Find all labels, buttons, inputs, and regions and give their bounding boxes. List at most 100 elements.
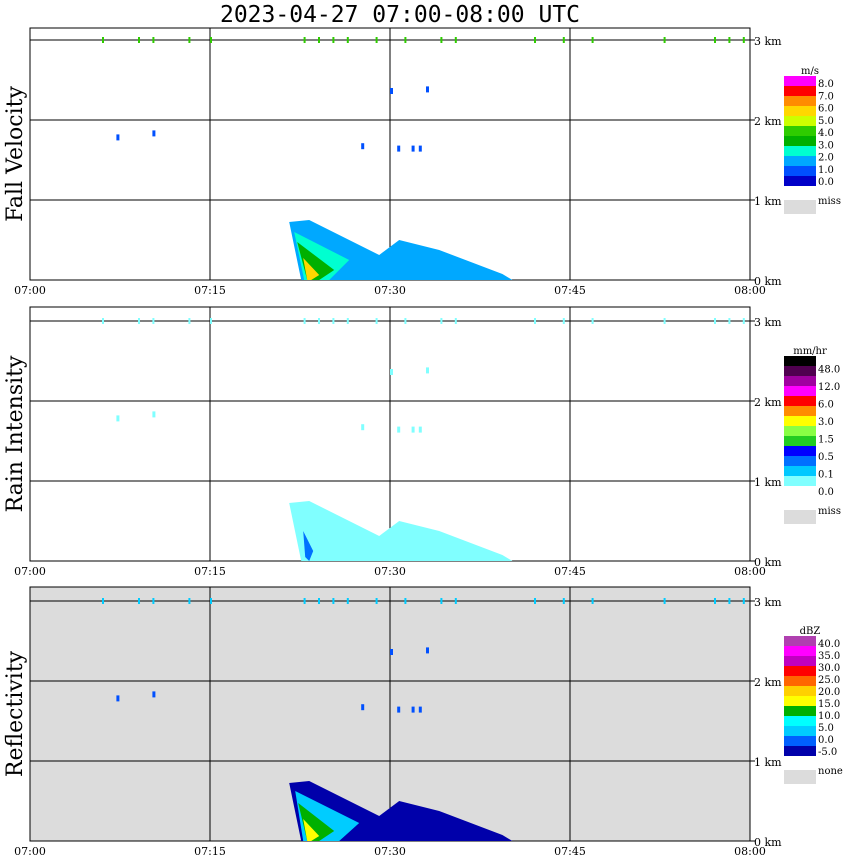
- echo-speck: [411, 706, 415, 713]
- legend-missing-swatch: [784, 770, 816, 784]
- legend-swatch: [784, 126, 816, 136]
- echo-speck: [562, 598, 565, 604]
- echo-speck: [426, 367, 429, 374]
- legend-swatch: [784, 746, 816, 756]
- echo-speck: [138, 37, 140, 43]
- echo-speck: [152, 598, 155, 604]
- y-axis-title: Fall Velocity: [3, 86, 28, 222]
- legend-label: 7.0: [818, 91, 834, 102]
- echo-region: [289, 220, 513, 280]
- legend-swatch: [784, 96, 816, 106]
- legend-missing-swatch: [784, 200, 816, 214]
- echo-speck: [714, 598, 716, 604]
- legend-swatch: [784, 666, 816, 676]
- echo-speck: [375, 598, 378, 604]
- echo-speck: [454, 37, 457, 43]
- legend-swatch: [784, 366, 816, 376]
- echo-speck: [534, 37, 536, 43]
- legend-unit: m/s: [801, 66, 819, 77]
- echo-speck: [210, 318, 212, 324]
- legend-label: 8.0: [818, 79, 834, 90]
- legend-label: 6.0: [818, 400, 834, 411]
- legend-unit: mm/hr: [793, 346, 827, 357]
- echo-speck: [714, 37, 716, 43]
- echo-speck: [534, 318, 536, 324]
- echo-speck: [663, 318, 666, 324]
- legend-swatch: [784, 686, 816, 696]
- echo-speck: [454, 598, 457, 604]
- legend-swatch: [784, 156, 816, 166]
- legend-swatch: [784, 726, 816, 736]
- x-tick-label: 07:15: [194, 845, 226, 858]
- y-tick-label: 2 km: [754, 676, 782, 689]
- echo-speck: [346, 318, 349, 324]
- echo-speck: [411, 426, 415, 433]
- figure-title: 2023-04-27 07:00-08:00 UTC: [220, 2, 580, 28]
- echo-speck: [591, 37, 594, 43]
- echo-speck: [346, 37, 349, 43]
- legend-swatch: [784, 676, 816, 686]
- legend-swatch: [784, 416, 816, 426]
- echo-speck: [742, 598, 745, 604]
- echo-speck: [728, 318, 731, 324]
- echo-speck: [591, 318, 594, 324]
- legend-label: 15.0: [818, 699, 840, 710]
- echo-speck: [411, 145, 415, 152]
- legend-label: 4.0: [818, 128, 834, 139]
- legend-swatch: [784, 466, 816, 476]
- y-tick-label: 3 km: [754, 596, 782, 609]
- legend-swatch: [784, 636, 816, 646]
- echo-speck: [152, 37, 155, 43]
- echo-speck: [332, 318, 335, 324]
- legend-swatch: [784, 116, 816, 126]
- legend-swatch: [784, 736, 816, 746]
- echo-speck: [102, 37, 104, 43]
- legend-swatch: [784, 166, 816, 176]
- y-tick-label: 2 km: [754, 396, 782, 409]
- legend-label: 5.0: [818, 116, 834, 127]
- echo-speck: [303, 598, 306, 604]
- echo-speck: [742, 37, 745, 43]
- x-tick-label: 07:45: [554, 845, 586, 858]
- echo-speck: [562, 318, 565, 324]
- echo-speck: [318, 318, 320, 324]
- echo-speck: [390, 649, 393, 655]
- echo-speck: [397, 145, 401, 152]
- legend-label: 0.1: [818, 470, 834, 481]
- x-tick-label: 07:45: [554, 565, 586, 578]
- echo-speck: [397, 426, 401, 433]
- x-tick-label: 07:30: [374, 284, 406, 297]
- legend-missing-label: none: [818, 766, 843, 777]
- panel-2: 0 km 1 km 2 km 3 km 07:00 07:15 07:30 07:45 08:0…: [3, 306, 841, 578]
- echo-speck: [138, 598, 140, 604]
- legend-label: 35.0: [818, 651, 840, 662]
- y-axis-title: Reflectivity: [3, 650, 28, 777]
- x-tick-label: 07:00: [14, 845, 46, 858]
- echo-speck: [418, 145, 422, 152]
- echo-speck: [210, 37, 212, 43]
- legend-swatch: [784, 446, 816, 456]
- echo-speck: [663, 37, 666, 43]
- legend-swatch: [784, 356, 816, 366]
- legend-swatch: [784, 86, 816, 96]
- echo-speck: [375, 37, 378, 43]
- legend-swatch: [784, 386, 816, 396]
- y-tick-label: 1 km: [754, 756, 782, 769]
- legend-swatch: [784, 396, 816, 406]
- echo-speck: [663, 598, 666, 604]
- legend-swatch: [784, 486, 816, 496]
- legend-swatch: [784, 176, 816, 186]
- legend-swatch: [784, 706, 816, 716]
- legend-label: 12.0: [818, 382, 840, 393]
- echo-speck: [116, 134, 120, 141]
- legend-label: 25.0: [818, 675, 840, 686]
- echo-speck: [346, 598, 349, 604]
- echo-speck: [102, 598, 104, 604]
- legend-label: 0.0: [818, 177, 834, 188]
- echo-speck: [116, 415, 120, 422]
- legend-label: 10.0: [818, 711, 840, 722]
- x-tick-label: 07:00: [14, 284, 46, 297]
- legend-swatch: [784, 646, 816, 656]
- legend-label: 20.0: [818, 687, 840, 698]
